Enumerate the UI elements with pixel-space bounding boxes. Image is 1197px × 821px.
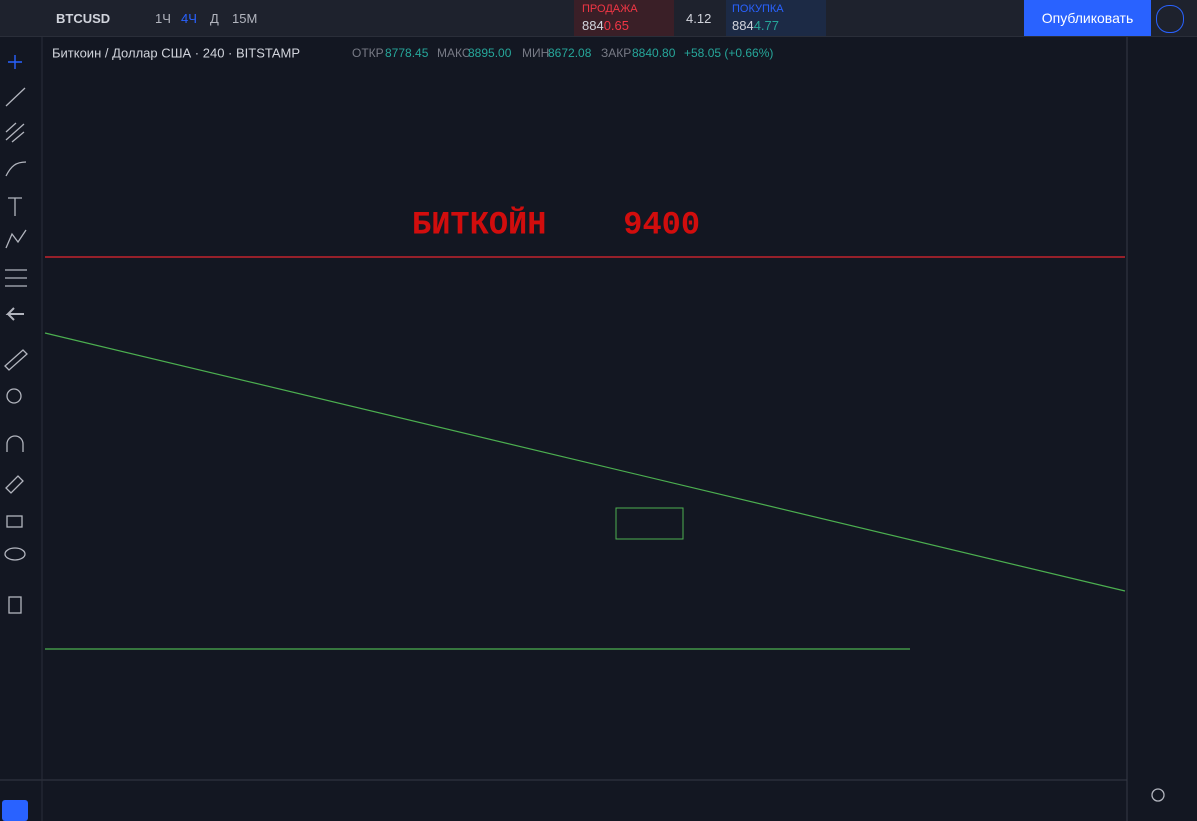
fib-tool[interactable] [5,122,25,143]
change-value: +58.05 (+0.66%) [684,46,773,60]
trendline-tool[interactable] [5,87,26,107]
brush-tool[interactable] [5,161,27,177]
buy-button[interactable]: ПОКУПКА 8844.77 [726,0,826,36]
symbol[interactable]: BTCUSD [56,11,111,26]
top-toolbar: BTCUSD 1Ч 4Ч Д 15М ПРОДАЖА 8840.65 4.12 … [0,0,1197,37]
price-axis [1127,36,1197,821]
low-label: МИН [522,46,549,60]
delete-tool[interactable] [8,596,22,614]
range-box [615,507,684,540]
interval[interactable]: 1Ч [155,11,171,26]
sell-price-main: 884 [582,18,604,33]
sell-price: 8840.65 [582,18,629,33]
zoom-tool[interactable] [6,388,22,404]
sell-price-tail: 0.65 [603,18,630,33]
trend-line [44,332,1126,592]
low-value: 8672.08 [548,46,592,60]
interval[interactable]: 4Ч [181,11,197,26]
pattern-tool[interactable] [5,229,27,249]
favorites-button[interactable] [2,800,28,821]
buy-price-main: 884 [732,18,754,33]
buy-price: 8844.77 [732,18,779,33]
close-value: 8840.80 [632,46,676,60]
settings-icon[interactable] [1151,788,1165,802]
lock-tool[interactable] [6,515,23,528]
interval[interactable]: 15М [232,11,258,26]
sell-button[interactable]: ПРОДАЖА 8840.65 [574,0,674,36]
visibility-tool[interactable] [4,547,26,561]
symbol-title: Биткоин / Доллар США · 240 · BITSTAMP [52,45,300,60]
annotation: БИТКОЙН 9400 [412,206,700,243]
text-tool[interactable] [8,197,22,216]
high-value: 8895.00 [468,46,512,60]
close-label: ЗАКР [601,46,631,60]
publish-button[interactable]: Опубликовать [1024,0,1151,36]
ruler-tool[interactable] [4,349,28,371]
buy-price-tail: 4.77 [753,18,780,33]
prediction-tool[interactable] [5,269,27,287]
play-button[interactable] [1156,5,1184,33]
magnet-tool[interactable] [6,435,24,452]
open-value: 8778.45 [385,46,429,60]
crosshair-tool[interactable] [8,55,22,69]
back-tool[interactable] [5,307,24,321]
high-label: МАКС [437,46,471,60]
buy-label: ПОКУПКА [732,3,784,15]
sell-label: ПРОДАЖА [582,3,638,15]
open-label: ОТКР [352,46,384,60]
interval[interactable]: Д [210,11,219,26]
spread: 4.12 [686,11,712,26]
stay-drawing-tool[interactable] [5,475,24,494]
